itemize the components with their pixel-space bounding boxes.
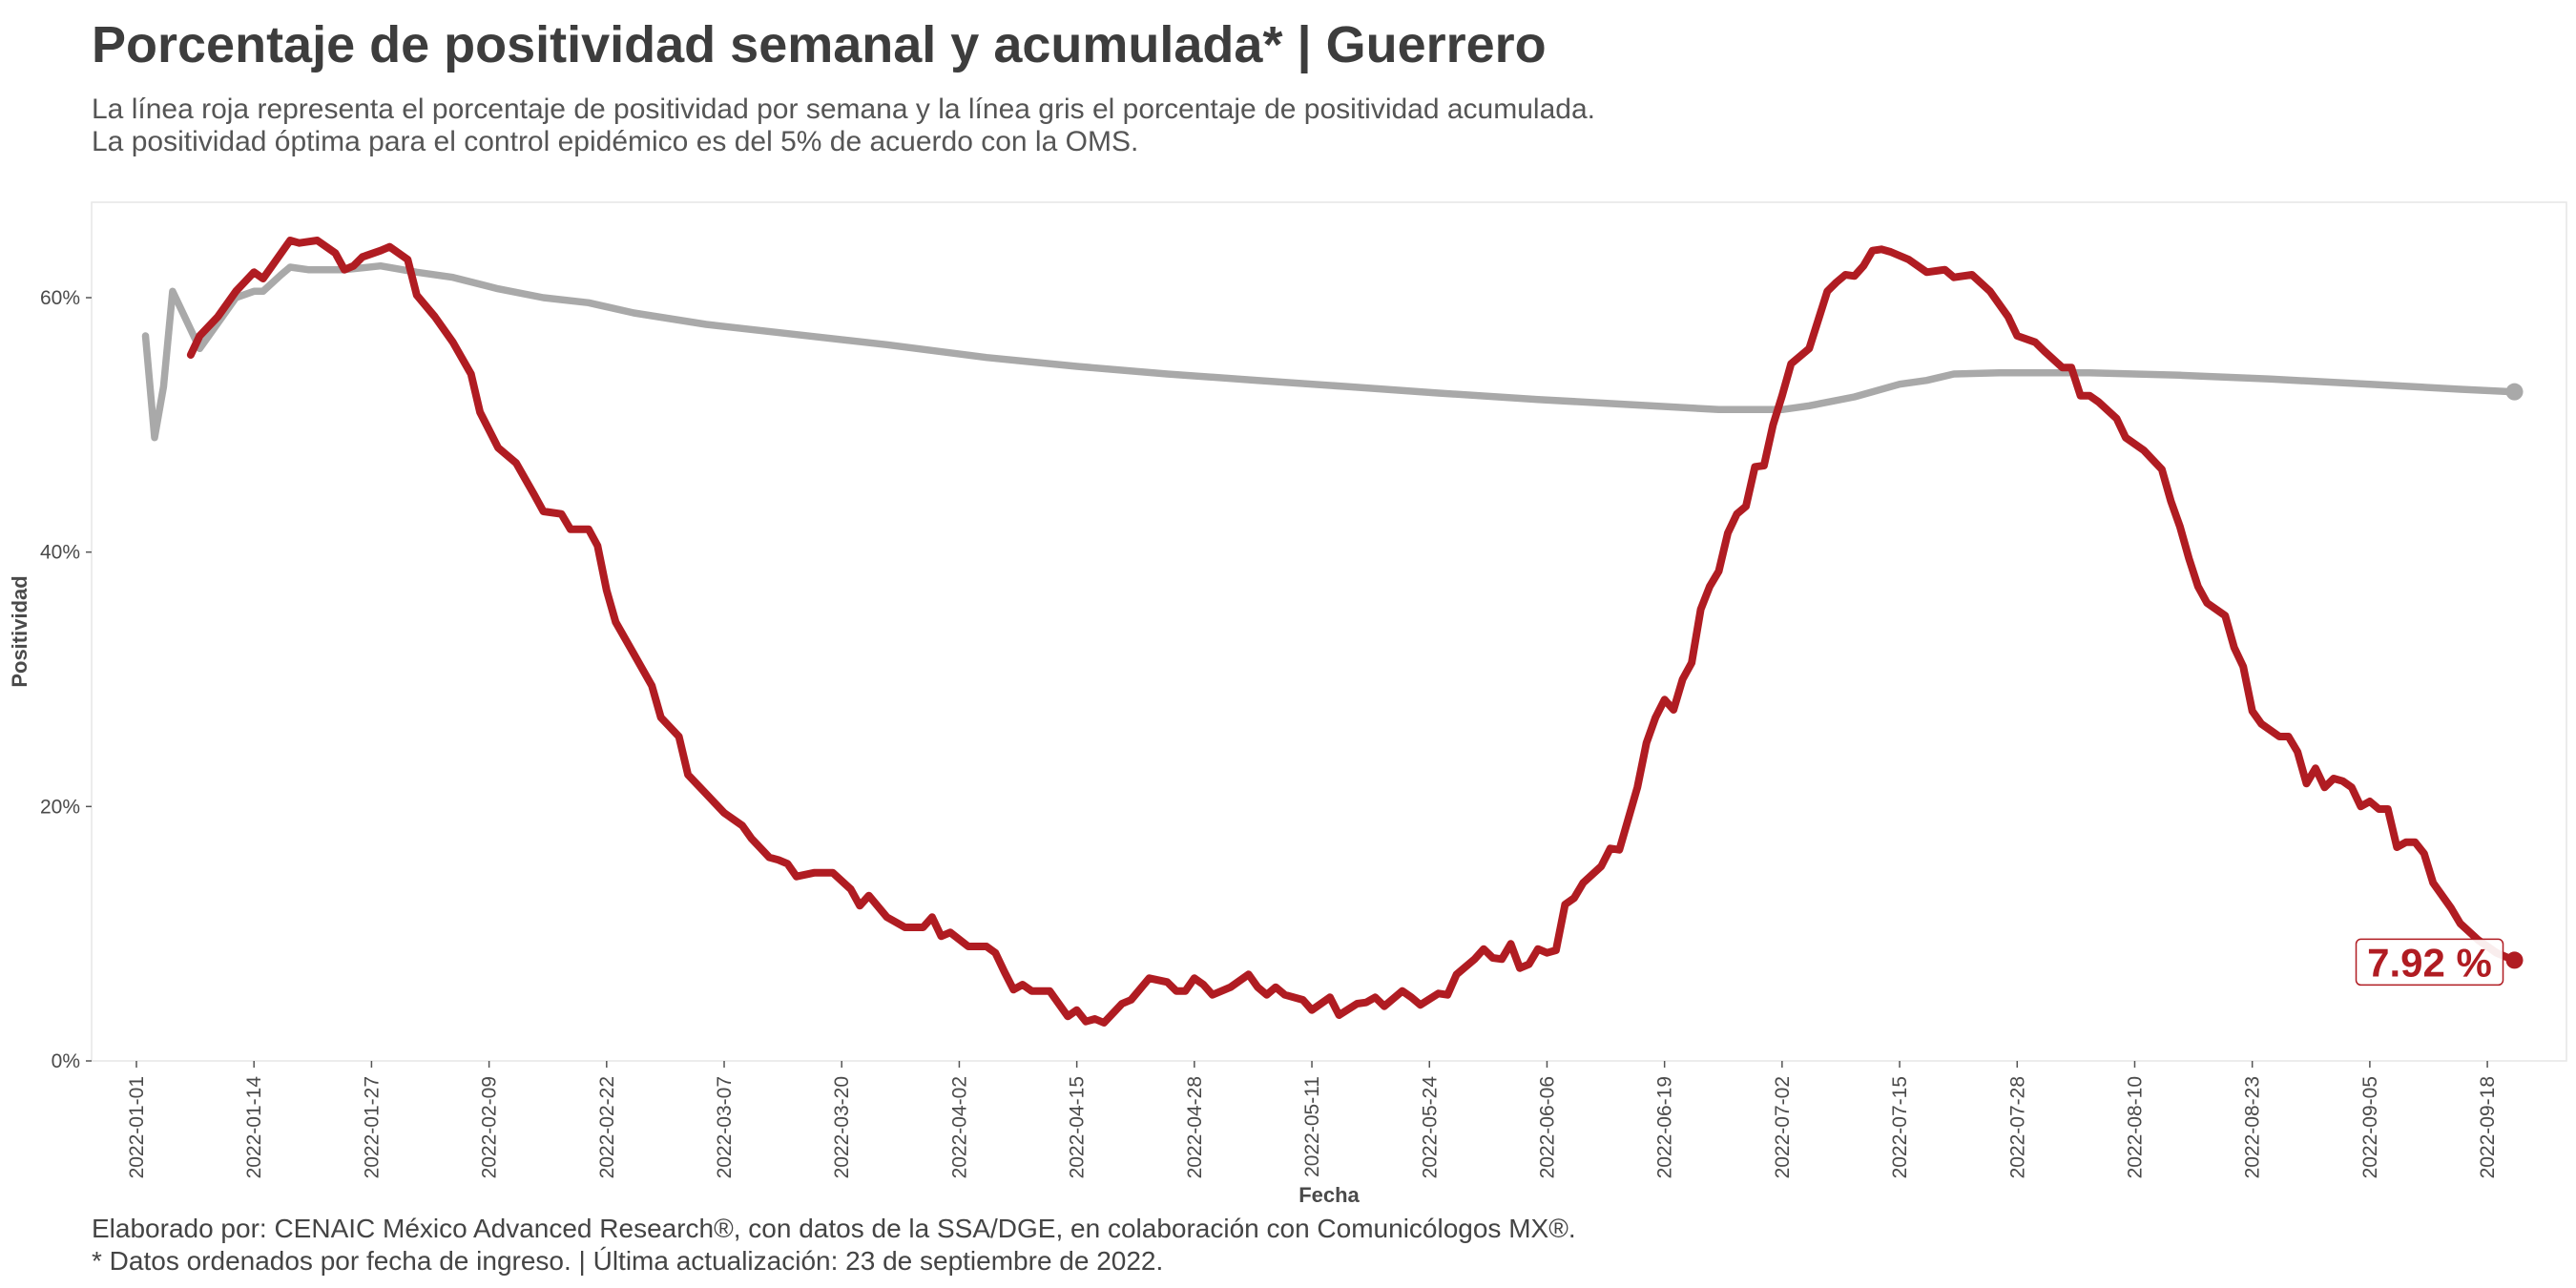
chart-subtitle-line-2: La positividad óptima para el control ep… [92, 126, 1139, 157]
x-tick-label: 2022-09-18 [2477, 1076, 2499, 1178]
x-tick-label: 2022-09-05 [2359, 1076, 2381, 1178]
x-tick-label: 2022-02-22 [596, 1076, 618, 1178]
end-value-label-box [2355, 938, 2504, 987]
x-tick-label: 2022-03-20 [831, 1076, 853, 1178]
chart-subtitle-line-1: La línea roja representa el porcentaje d… [92, 93, 1595, 125]
x-axis-title: Fecha [1298, 1183, 1360, 1207]
series-lines [141, 237, 2524, 1027]
y-tick-label: 20% [40, 796, 80, 818]
x-tick-label: 2022-04-02 [948, 1076, 970, 1178]
x-tick-label: 2022-08-10 [2124, 1076, 2146, 1178]
x-tick-label: 2022-04-15 [1067, 1076, 1089, 1178]
y-axis: 0% 20% 40% 60% [40, 287, 92, 1072]
plot-panel [91, 201, 2567, 1062]
series-line-acumulada [141, 261, 2519, 442]
x-tick-label: 2022-01-27 [361, 1076, 383, 1178]
x-tick-label: 2022-07-02 [1772, 1076, 1794, 1178]
x-tick-label: 2022-01-01 [126, 1076, 148, 1178]
x-tick-label: 2022-04-28 [1184, 1076, 1206, 1178]
x-tick-label: 2022-03-07 [714, 1076, 736, 1178]
x-tick-label: 2022-05-11 [1301, 1076, 1323, 1177]
y-axis-title: Positividad [8, 575, 31, 687]
end-value-label-text: 7.92 % [2367, 940, 2492, 985]
x-tick-label: 2022-05-24 [1419, 1076, 1441, 1179]
end-value-label: 7.92 % [2355, 938, 2504, 987]
x-axis: 2022-01-01 2022-01-14 2022-01-27 2022-02-09… [126, 1061, 2499, 1178]
x-tick-label: 2022-07-15 [1889, 1076, 1911, 1178]
series-line-semanal [186, 237, 2519, 1027]
x-tick-label: 2022-06-19 [1654, 1076, 1676, 1178]
x-tick-label: 2022-02-09 [479, 1076, 501, 1178]
x-tick-label: 2022-06-06 [1536, 1076, 1558, 1178]
y-tick-label: 60% [40, 287, 80, 309]
y-tick-label: 0% [52, 1050, 80, 1072]
chart-title: Porcentaje de positividad semanal y acum… [92, 16, 1547, 73]
y-tick-label: 40% [40, 542, 80, 564]
series-end-point-semanal [2505, 951, 2524, 969]
source-caption: Elaborado por: CENAIC México Advanced Re… [92, 1214, 1576, 1243]
x-tick-label: 2022-08-23 [2242, 1076, 2264, 1178]
note-caption: * Datos ordenados por fecha de ingreso. … [92, 1246, 1164, 1276]
x-tick-label: 2022-07-28 [2006, 1076, 2028, 1178]
x-tick-label: 2022-01-14 [243, 1076, 265, 1179]
series-end-point-acumulada [2505, 383, 2524, 401]
